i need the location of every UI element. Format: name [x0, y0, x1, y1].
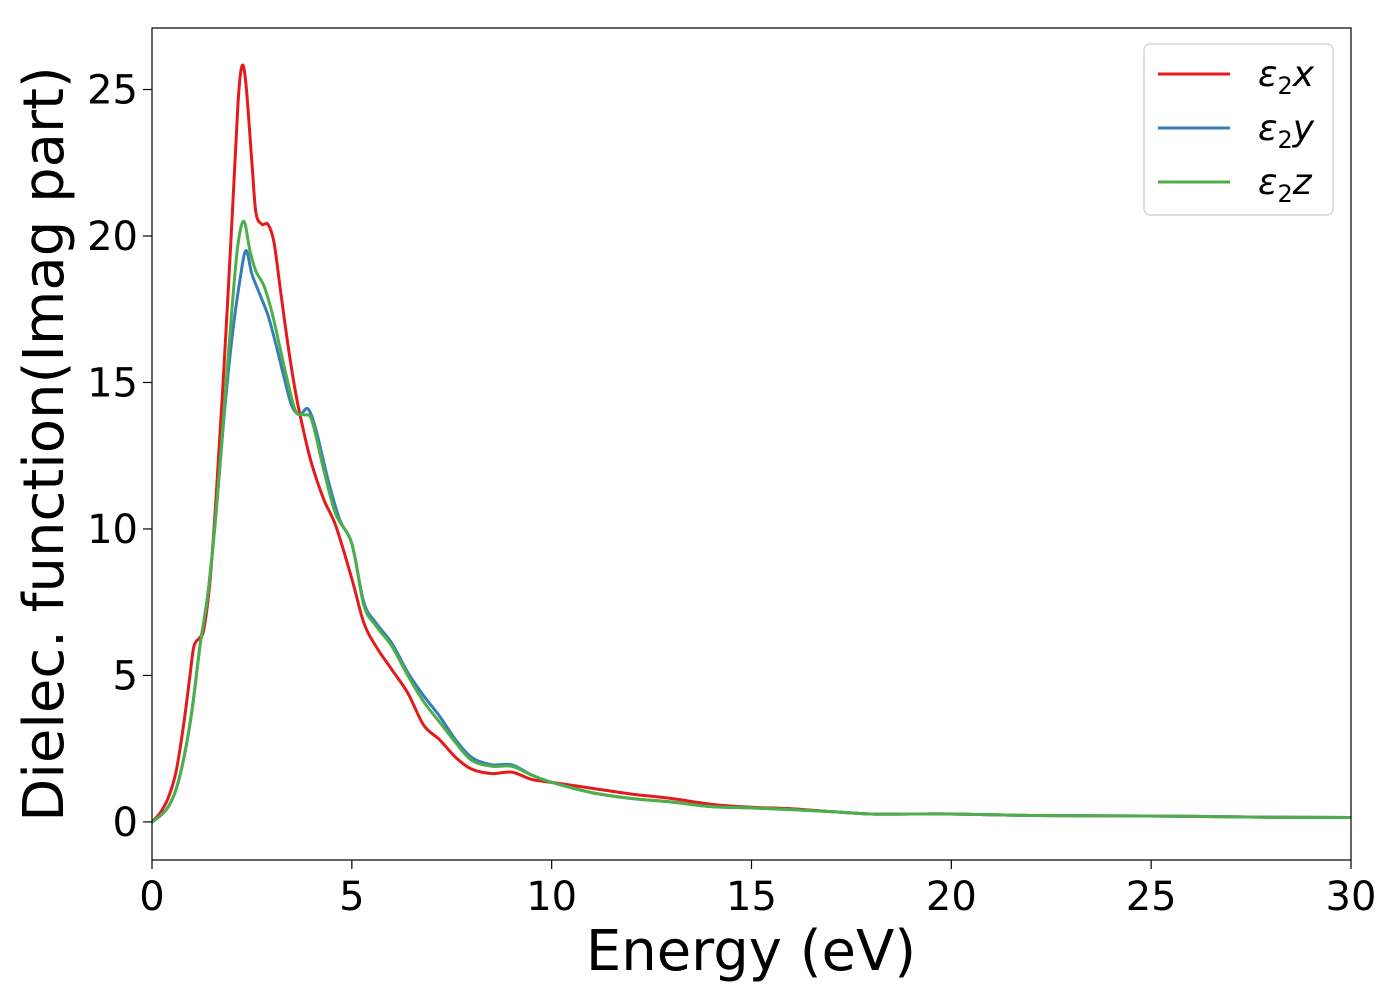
legend-items: ε2x ε2y ε2z	[1158, 54, 1315, 208]
x-tick-label: 20	[926, 874, 977, 920]
y-tick-label: 0	[113, 800, 138, 846]
legend-label-z: ε2z	[1258, 162, 1313, 208]
x-tick-label: 15	[726, 874, 777, 920]
x-tick-label: 30	[1326, 874, 1377, 920]
y-tick-label: 15	[87, 360, 138, 406]
y-axis-title: Dielec. function(Imag part)	[12, 66, 77, 822]
y-axis-ticks: 0 5 10 15 20 25	[87, 68, 152, 846]
x-tick-label: 0	[139, 874, 164, 920]
x-tick-label: 25	[1126, 874, 1177, 920]
legend: ε2x ε2y ε2z	[1143, 43, 1334, 216]
legend-label-y: ε2y	[1258, 108, 1315, 154]
x-axis-ticks: 0 5 10 15 20 25 30	[139, 860, 1376, 920]
y-tick-label: 20	[87, 214, 138, 260]
legend-box	[1143, 43, 1334, 216]
series-line-z	[152, 219, 1351, 824]
legend-label-x: ε2x	[1258, 54, 1315, 100]
x-tick-label: 10	[526, 874, 577, 920]
series-line-y	[152, 249, 1351, 824]
y-tick-label: 5	[113, 653, 138, 699]
y-tick-label: 10	[87, 507, 138, 553]
x-tick-label: 5	[339, 874, 364, 920]
series-layer	[152, 63, 1351, 824]
x-axis-title: Energy (eV)	[586, 919, 916, 984]
y-tick-label: 25	[87, 68, 138, 114]
